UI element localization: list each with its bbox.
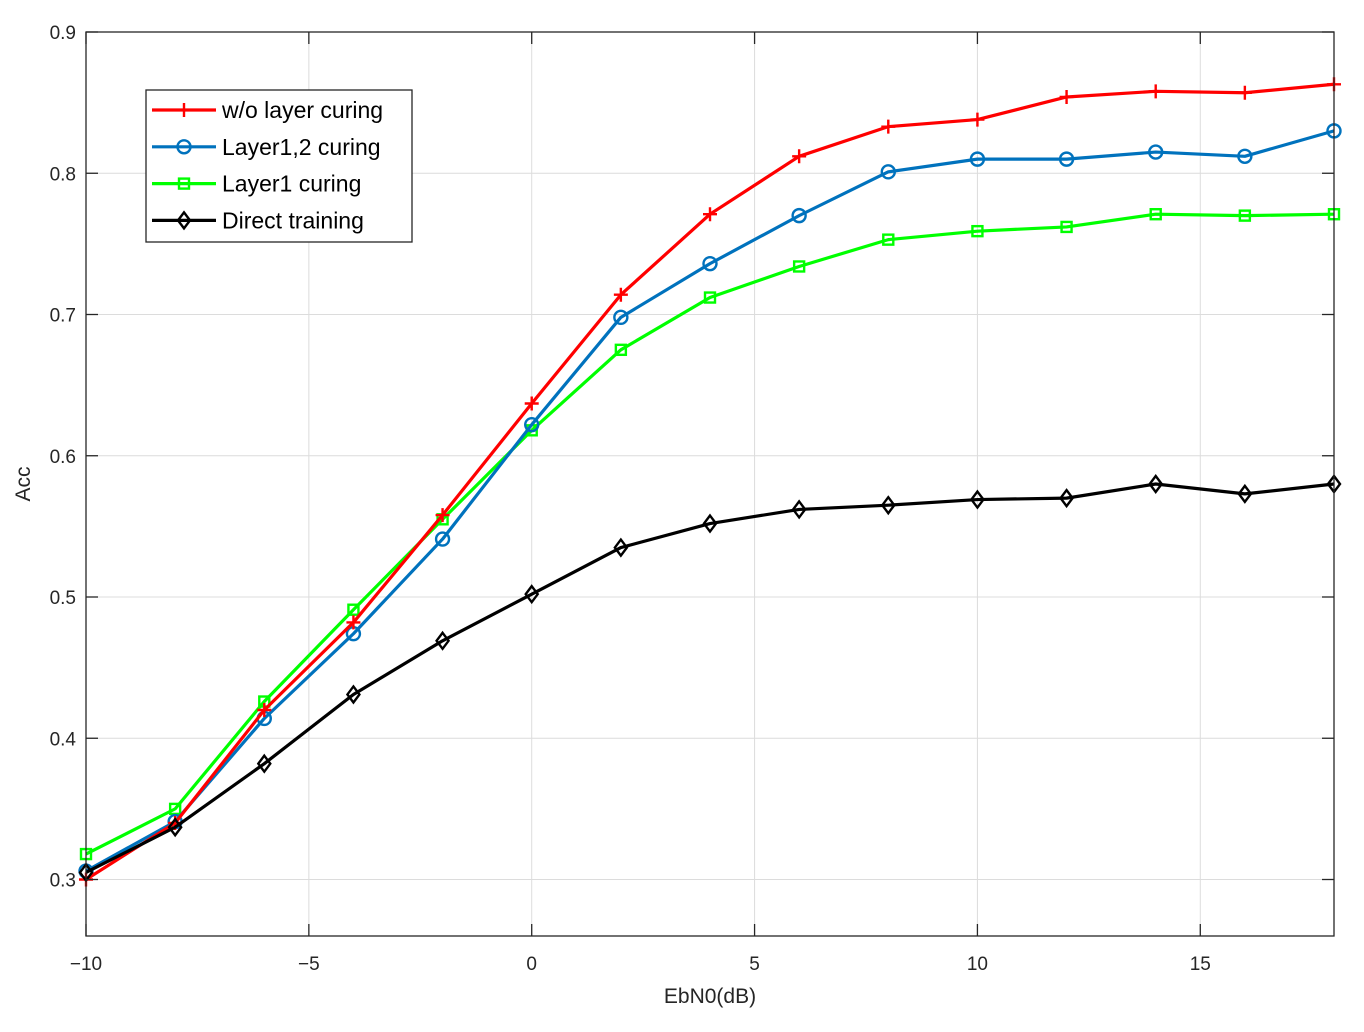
legend-entry: Direct training — [152, 207, 364, 233]
data-point — [970, 112, 985, 127]
y-tick-label: 0.6 — [50, 447, 76, 468]
data-point — [1237, 483, 1253, 504]
data-point — [1059, 488, 1075, 509]
data-point — [1059, 89, 1074, 104]
data-point — [792, 260, 806, 273]
data-point — [524, 584, 540, 605]
data-point — [1237, 85, 1252, 100]
legend-entry: Layer1,2 curing — [152, 134, 381, 160]
data-point — [791, 499, 807, 520]
data-point — [702, 255, 718, 272]
x-tick-label: −10 — [70, 954, 102, 975]
x-tick-label: −5 — [298, 954, 320, 975]
data-point — [880, 164, 896, 180]
y-tick-label: 0.5 — [50, 588, 76, 609]
x-tick-label: 15 — [1190, 954, 1211, 975]
y-tick-label: 0.8 — [50, 164, 76, 185]
legend-label: Layer1 curing — [222, 171, 361, 197]
series-line — [85, 129, 1335, 873]
data-point — [256, 753, 272, 774]
y-tick-label: 0.7 — [50, 306, 76, 327]
data-point — [1149, 208, 1162, 221]
data-point — [703, 291, 717, 304]
data-point — [969, 151, 986, 167]
data-point — [792, 149, 807, 164]
legend-marker — [176, 210, 192, 231]
legend-marker — [177, 177, 191, 190]
legend-label: w/o layer curing — [221, 97, 383, 123]
legend-entry: Layer1 curing — [152, 171, 361, 197]
series-layer — [78, 77, 1342, 887]
data-point — [1148, 144, 1164, 160]
data-point — [346, 615, 361, 630]
plot-frame — [85, 31, 1335, 937]
x-tick-label: 0 — [526, 954, 537, 975]
legend-marker — [177, 103, 191, 117]
legend-box — [145, 89, 413, 243]
data-point — [1148, 474, 1164, 494]
data-point — [524, 416, 540, 433]
data-point — [435, 630, 451, 651]
data-point — [167, 817, 183, 838]
x-tick-label: 5 — [749, 954, 760, 975]
x-tick-label: 10 — [967, 954, 988, 975]
data-point — [614, 343, 628, 357]
data-point — [1060, 220, 1073, 234]
data-point — [347, 603, 360, 616]
data-point — [882, 233, 895, 246]
data-point — [702, 513, 718, 534]
y-tick-label: 0.3 — [50, 871, 76, 892]
data-point — [524, 396, 539, 411]
legend-entry: w/o layer curing — [152, 97, 383, 123]
y-tick-label: 0.4 — [50, 729, 77, 750]
data-point — [435, 508, 450, 523]
data-point — [703, 207, 717, 222]
grid — [85, 31, 1334, 936]
y-axis-label: Acc — [12, 466, 35, 501]
x-axis-label: EbN0(dB) — [664, 985, 756, 1008]
data-point — [434, 531, 451, 547]
y-tick-label: 0.9 — [50, 23, 76, 44]
data-point — [791, 207, 807, 224]
data-point — [1237, 148, 1253, 165]
data-point — [1058, 151, 1075, 167]
data-point — [613, 537, 629, 558]
data-point — [613, 309, 629, 326]
legend-marker — [176, 139, 192, 155]
legend-label: Layer1,2 curing — [222, 134, 381, 160]
data-point — [1238, 209, 1252, 222]
data-point — [613, 287, 628, 302]
legend: w/o layer curing Layer1,2 curing Layer1 cu… — [145, 89, 413, 243]
legend-label: Direct training — [222, 207, 364, 233]
data-point — [257, 703, 272, 717]
data-point — [880, 495, 896, 516]
data-point — [969, 489, 985, 510]
series-line — [85, 212, 1335, 856]
data-point — [168, 802, 182, 816]
series-line — [85, 482, 1335, 874]
data-point — [345, 684, 361, 705]
data-point — [1148, 84, 1163, 99]
data-point — [971, 224, 984, 238]
data-point — [881, 119, 896, 134]
ticks: −10 −5 0 5 10 15 0.3 0.4 0.5 0.6 0.7 0.8 0.9 — [50, 23, 1334, 975]
